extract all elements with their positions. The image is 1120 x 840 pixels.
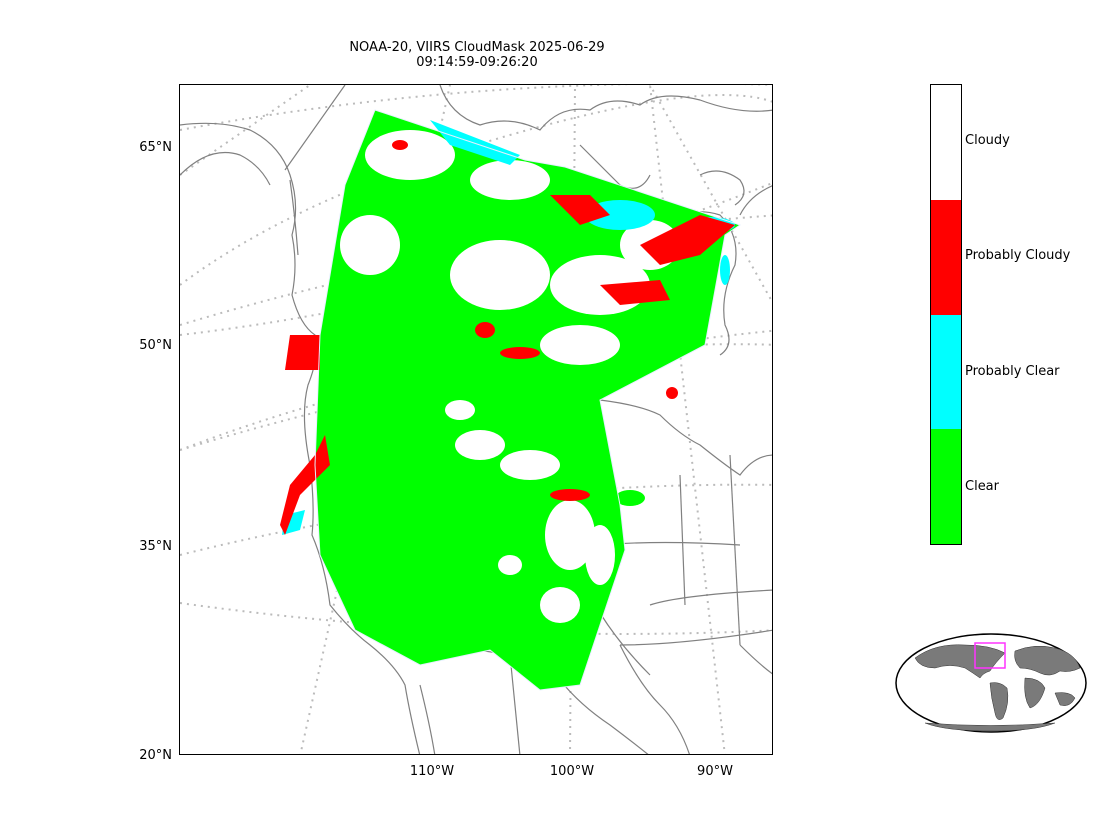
lon-label-110w: 110°W xyxy=(409,764,455,779)
swath-outline xyxy=(314,109,742,691)
lon-label-100w: 100°W xyxy=(549,764,595,779)
colorbar-segment-probably-cloudy xyxy=(931,199,961,315)
legend-label-clear: Clear xyxy=(965,479,999,494)
colorbar-segment-clear xyxy=(931,429,961,544)
title-line-1: NOAA-20, VIIRS CloudMask 2025-06-29 xyxy=(349,40,605,55)
lat-label-35: 35°N xyxy=(139,539,172,554)
map-canvas xyxy=(180,85,772,754)
map-panel xyxy=(179,84,773,755)
cloudmask-swath xyxy=(280,110,740,690)
colorbar-segment-cloudy xyxy=(931,85,961,200)
map-title: NOAA-20, VIIRS CloudMask 2025-06-29 09:1… xyxy=(277,40,677,70)
legend-label-probably-clear: Probably Clear xyxy=(965,364,1060,379)
colorbar xyxy=(930,84,962,545)
globe-region-box xyxy=(974,642,1006,669)
legend-label-probably-cloudy: Probably Cloudy xyxy=(965,248,1071,263)
lat-label-20: 20°N xyxy=(139,748,172,763)
title-line-2: 09:14:59-09:26:20 xyxy=(416,55,538,70)
lat-label-65: 65°N xyxy=(139,140,172,155)
globe-continents xyxy=(914,644,1081,732)
lon-label-90w: 90°W xyxy=(697,764,733,779)
colorbar-segment-probably-clear xyxy=(931,314,961,430)
lat-label-50: 50°N xyxy=(139,338,172,353)
legend-label-cloudy: Cloudy xyxy=(965,133,1010,148)
inset-globe-map xyxy=(895,633,1087,733)
